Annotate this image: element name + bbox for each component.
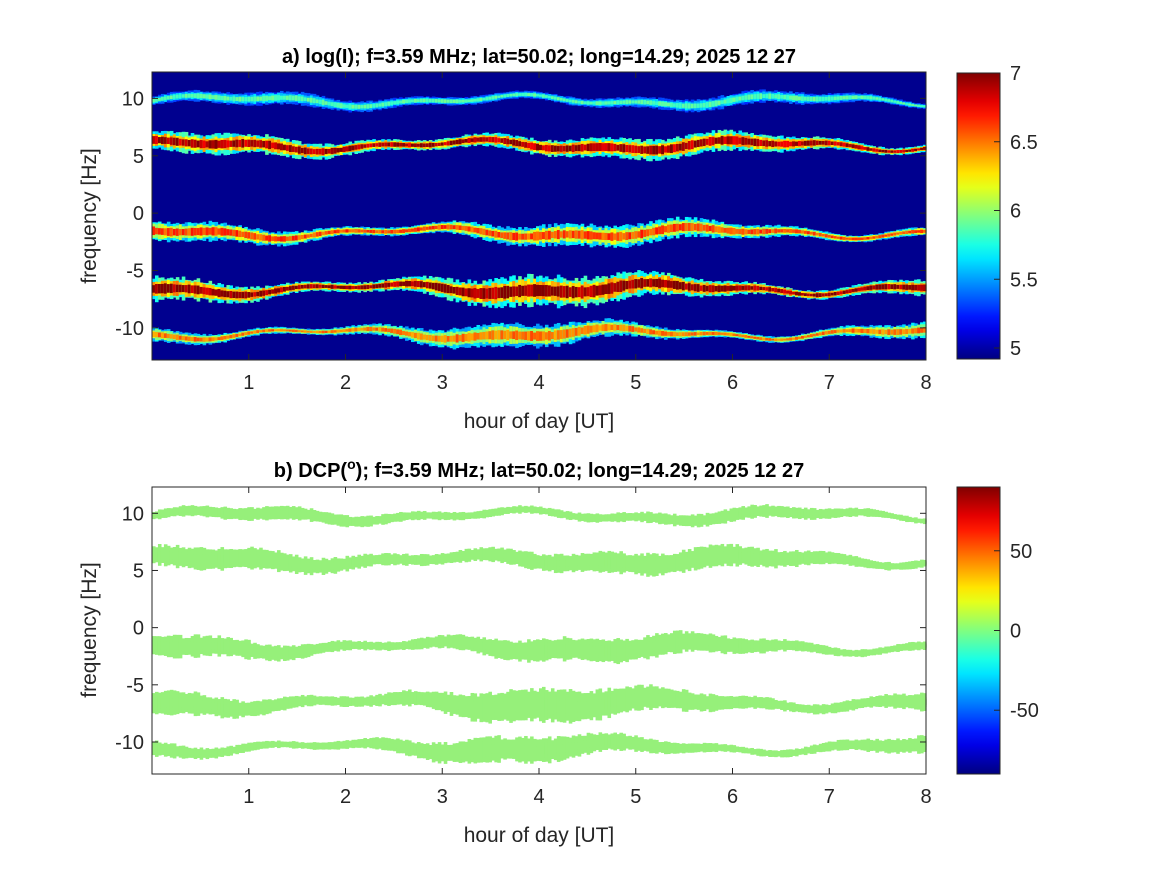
panel-a-plot-background [152,72,926,360]
panel-b-x-tick-label-2: 3 [437,786,448,808]
panel-b-band-2 [152,630,927,665]
panel-b-x-tick-label-5: 6 [727,786,738,808]
panel-b-y-axis: 10 5 0 -5 -10 [115,503,926,754]
panel-b-colorbar-tick-label-0: 50 [1010,541,1032,563]
panel-b-x-tick-label-4: 5 [630,786,641,808]
panel-b-plot-background [152,487,926,774]
panel-b-y-tick-label-4: -10 [115,732,144,754]
panel-b-x-tick-label-3: 4 [533,786,544,808]
panel-a-colorbar-tick-label-2: 6 [1010,201,1021,223]
panel-a-x-label: hour of day [UT] [464,410,615,433]
panel-b-band-4 [152,732,927,764]
panel-a-y-tick-label-3: -5 [126,261,144,283]
panel-b-title: b) DCP(o); f=3.59 MHz; lat=50.02; long=1… [274,456,804,482]
panel-a-y-axis: 10 5 0 -5 -10 [115,88,926,340]
panel-a-band-2 [152,216,927,248]
panel-a-colorbar [956,72,1001,360]
panel-b-colorbar-tick-label-2: -50 [1010,700,1039,722]
panel-a-colorbar-tick-label-4: 5 [1010,338,1021,360]
panel-a-x-tick-label-4: 5 [630,372,641,394]
panel-b-y-label: frequency [Hz] [78,562,101,697]
panel-a-y-tick-label-2: 0 [133,203,144,225]
panel-b-y-tick-label-1: 5 [133,560,144,582]
panel-b-band-1 [152,543,927,577]
panel-a-y-label: frequency [Hz] [78,148,101,283]
panel-b-title-suffix: ); f=3.59 MHz; lat=50.02; long=14.29; 20… [356,460,805,482]
panel-b-colorbar-tick-label-1: 0 [1010,621,1021,643]
panel-a-x-axis: 1 2 3 4 5 6 7 8 [243,72,932,394]
panel-a-colorbar-tick-label-0: 7 [1010,63,1021,85]
panel-a-x-tick-label-1: 2 [340,372,351,394]
panel-a-x-tick-label-0: 1 [243,372,254,394]
panel-b-bands [152,504,927,764]
panel-a-x-tick-label-3: 4 [533,372,544,394]
panel-a-colorbar-ticks: 7 6.5 6 5.5 5 [994,63,1038,360]
panel-b-band-0 [152,504,927,528]
panel-b-x-axis: 1 2 3 4 5 6 7 8 [243,487,932,808]
panel-b-y-tick-label-0: 10 [122,503,144,525]
panel-a: a) log(I); f=3.59 MHz; lat=50.02; long=1… [78,46,1038,433]
panel-a-colorbar-tick-label-1: 6.5 [1010,132,1038,154]
panel-a-x-tick-label-6: 7 [824,372,835,394]
panel-a-y-tick-label-1: 5 [133,146,144,168]
panel-a-band-1 [152,129,927,162]
panel-b: b) DCP(o); f=3.59 MHz; lat=50.02; long=1… [78,456,1039,847]
panel-a-x-tick-label-5: 6 [727,372,738,394]
panel-b-colorbar-ticks: 50 0 -50 [994,541,1039,722]
panel-a-colorbar-tick-label-3: 5.5 [1010,269,1038,291]
panel-a-y-tick-label-0: 10 [122,88,144,110]
panel-a-band-3 [152,270,927,309]
panel-b-x-tick-label-7: 8 [920,786,931,808]
panel-b-title-degree: o [347,456,356,472]
panel-b-x-tick-label-0: 1 [243,786,254,808]
panel-b-x-tick-label-1: 2 [340,786,351,808]
panel-b-y-tick-label-3: -5 [126,675,144,697]
panel-b-colorbar [956,486,1001,775]
panel-b-band-3 [152,684,927,724]
panel-a-band-4 [152,318,927,350]
panel-a-band-0 [152,89,927,113]
panel-a-x-tick-label-2: 3 [437,372,448,394]
panel-a-title: a) log(I); f=3.59 MHz; lat=50.02; long=1… [282,46,796,68]
panel-a-x-tick-label-7: 8 [920,372,931,394]
panel-b-x-label: hour of day [UT] [464,824,615,847]
panel-a-bands [152,89,927,350]
panel-b-title-prefix: b) DCP( [274,460,348,482]
panel-b-x-tick-label-6: 7 [824,786,835,808]
panel-b-y-tick-label-2: 0 [133,618,144,640]
panel-a-y-tick-label-4: -10 [115,318,144,340]
